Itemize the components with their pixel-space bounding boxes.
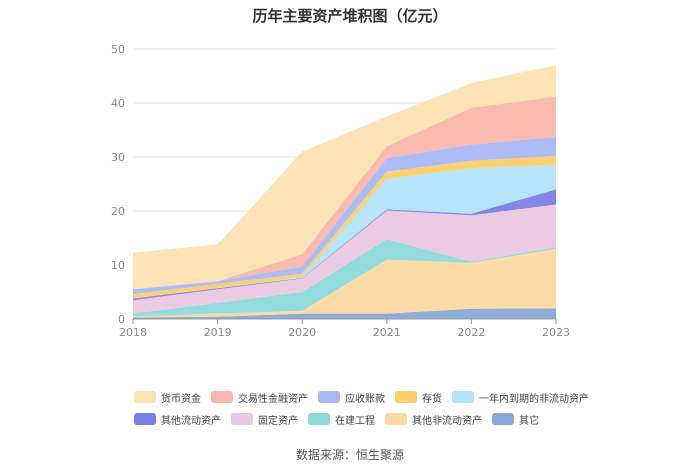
axes: 0 10 20 30 40 50 2018 2019 2020 2021 2022 2023 <box>111 43 570 339</box>
legend-swatch <box>211 391 233 403</box>
legend-item[interactable]: 其他非流动资产 <box>385 412 482 427</box>
x-tick-label: 2021 <box>373 326 401 339</box>
x-tick-label: 2018 <box>119 326 147 339</box>
legend-swatch <box>385 413 407 425</box>
legend-row: 货币资金 交易性金融资产 应收账款 存货 一年内到期的非流动资产 <box>134 386 594 408</box>
legend-swatch <box>134 391 156 403</box>
y-tick-label: 30 <box>111 151 125 164</box>
y-tick-label: 50 <box>111 43 125 56</box>
legend-swatch <box>395 391 417 403</box>
area-layers <box>133 65 556 319</box>
legend-label: 其它 <box>519 415 539 427</box>
legend-label: 固定资产 <box>258 415 298 427</box>
legend-item[interactable]: 在建工程 <box>308 412 375 427</box>
series-area-8 <box>133 96 556 290</box>
y-tick-label: 40 <box>111 97 125 110</box>
legend-row: 其他流动资产 固定资产 在建工程 其他非流动资产 其它 <box>134 408 594 430</box>
series-area-9 <box>133 65 556 290</box>
y-tick-label: 20 <box>111 205 125 218</box>
series-area-7 <box>133 137 556 295</box>
data-source-note: 数据来源：恒生聚源 <box>295 448 404 462</box>
legend-label: 其他非流动资产 <box>412 415 482 427</box>
legend-item[interactable]: 其它 <box>492 412 539 427</box>
legend-label: 其他流动资产 <box>161 415 221 427</box>
series-area-3 <box>133 204 556 314</box>
legend-item[interactable]: 货币资金 <box>134 390 201 405</box>
legend-label: 交易性金融资产 <box>238 393 308 405</box>
y-tick-label: 10 <box>111 259 125 272</box>
legend-swatch <box>318 391 340 403</box>
x-tick-label: 2022 <box>457 326 485 339</box>
legend-swatch <box>308 413 330 425</box>
legend-label: 在建工程 <box>335 415 375 427</box>
series-area-6 <box>133 155 556 299</box>
legend-swatch <box>452 391 474 403</box>
legend: 货币资金 交易性金融资产 应收账款 存货 一年内到期的非流动资产 其他流动资产 固定资产 在… <box>134 386 594 430</box>
y-tick-label: 0 <box>118 313 125 326</box>
legend-item[interactable]: 一年内到期的非流动资产 <box>452 390 589 405</box>
series-area-5 <box>133 164 556 299</box>
legend-item[interactable]: 固定资产 <box>231 412 298 427</box>
legend-swatch <box>231 413 253 425</box>
legend-label: 存货 <box>422 393 442 405</box>
chart-title: 历年主要资产堆积图（亿元） <box>252 7 448 25</box>
x-tick-label: 2023 <box>542 326 570 339</box>
legend-item[interactable]: 其他流动资产 <box>134 412 221 427</box>
legend-label: 一年内到期的非流动资产 <box>479 393 589 405</box>
legend-label: 应收账款 <box>345 393 385 405</box>
series-area-1 <box>133 248 556 318</box>
x-tick-label: 2019 <box>204 326 232 339</box>
legend-label: 货币资金 <box>161 393 201 405</box>
series-area-2 <box>133 239 556 317</box>
legend-item[interactable]: 存货 <box>395 390 442 405</box>
x-tick-label: 2020 <box>288 326 316 339</box>
legend-swatch <box>492 413 514 425</box>
legend-item[interactable]: 应收账款 <box>318 390 385 405</box>
legend-swatch <box>134 413 156 425</box>
legend-item[interactable]: 交易性金融资产 <box>211 390 308 405</box>
